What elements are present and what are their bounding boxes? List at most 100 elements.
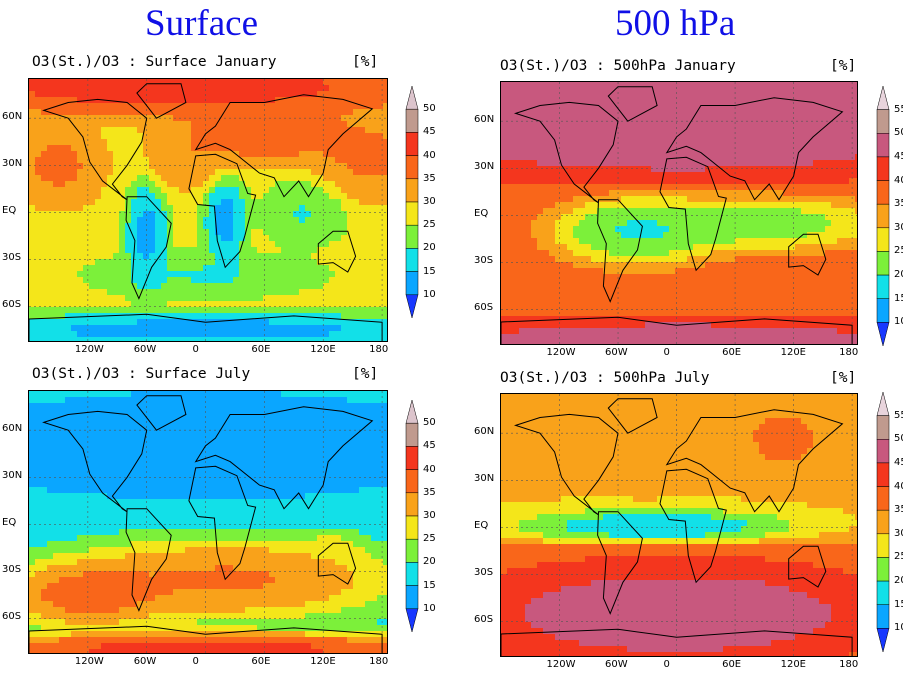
colorbar-label: 25 [423, 219, 436, 231]
y-tick-label: 30N [474, 161, 495, 173]
colorbar-segment [876, 86, 890, 110]
coastline [501, 628, 853, 656]
colorbar-label: 10 [423, 288, 436, 300]
y-tick-label: 30N [2, 158, 23, 170]
colorbar-label: 45 [894, 150, 903, 162]
coastline [513, 413, 619, 516]
colorbar-label: 25 [423, 533, 436, 545]
map-area [28, 390, 388, 654]
coastline [188, 465, 257, 581]
colorbar-segment [405, 294, 419, 319]
y-tick-label: EQ [2, 205, 17, 217]
panel-unit: [%] [830, 58, 857, 74]
colorbar-segment [876, 251, 890, 276]
panel-title: O3(St.)/O3 : Surface January [32, 54, 277, 70]
colorbar-label: 30 [423, 510, 436, 521]
colorbar-label: 15 [894, 598, 903, 610]
colorbar-label: 35 [894, 504, 903, 516]
x-tick-label: 60E [251, 656, 271, 667]
colorbar-segment [876, 298, 890, 323]
colorbar-label: 50 [894, 433, 903, 445]
colorbar-label: 20 [423, 242, 436, 254]
panel-unit: [%] [830, 370, 857, 386]
colorbar-label: 50 [894, 127, 903, 139]
x-tick-label: 60E [722, 659, 742, 670]
x-tick-label: 60E [722, 347, 742, 358]
colorbar-segment [405, 538, 419, 563]
heading-500hpa: 500 hPa [615, 3, 736, 44]
colorbar-segment [876, 604, 890, 629]
coastline [317, 542, 357, 585]
colorbar-label: 20 [894, 575, 903, 587]
x-tick-label: 120W [546, 659, 576, 670]
coastline [136, 83, 187, 119]
colorbar-segment [876, 133, 890, 158]
colorbar-label: 40 [423, 463, 436, 475]
coastline [659, 156, 727, 272]
coastline [136, 395, 187, 431]
coastline [501, 316, 853, 344]
colorbar-segment [876, 322, 890, 347]
map-area [28, 78, 388, 342]
map-area [500, 393, 858, 657]
colorbar [405, 86, 419, 319]
coastline [29, 313, 383, 341]
panel-title: O3(St.)/O3 : Surface July [32, 366, 251, 382]
y-tick-label: 60N [2, 423, 23, 435]
x-tick-label: 120E [780, 659, 806, 670]
x-tick-label: 60E [251, 344, 271, 355]
colorbar-label: 35 [894, 198, 903, 210]
colorbar-label: 35 [423, 172, 436, 184]
colorbar-label: 25 [894, 551, 903, 563]
y-tick-label: 60N [474, 426, 495, 438]
colorbar-segment [405, 224, 419, 249]
colorbar-segment [405, 492, 419, 517]
colorbar-label: 15 [423, 579, 436, 591]
colorbar-segment [876, 628, 890, 653]
colorbar-segment [405, 446, 419, 470]
coastline [607, 398, 658, 434]
heading-surface: Surface [145, 3, 258, 44]
coastline [317, 230, 357, 273]
x-tick-label: 120E [310, 656, 336, 667]
colorbar-segment [876, 156, 890, 181]
colorbar-segment [876, 180, 890, 205]
x-tick-label: 180 [839, 659, 859, 670]
x-tick-label: 120W [546, 347, 576, 358]
coastline [665, 97, 844, 201]
colorbar-label: 40 [894, 174, 903, 186]
x-tick-label: 0 [192, 656, 199, 667]
x-tick-label: 120E [780, 347, 806, 358]
colorbar-segment [876, 509, 890, 535]
coastline [597, 199, 643, 303]
colorbar-segment [405, 469, 419, 494]
coastline [665, 409, 844, 513]
coastline [194, 94, 374, 198]
coastline [607, 86, 658, 122]
y-tick-label: 60S [2, 611, 22, 623]
colorbar-segment [876, 203, 890, 229]
colorbar-segment [405, 108, 419, 133]
colorbar [405, 400, 419, 633]
y-tick-label: 30N [2, 470, 23, 482]
x-tick-label: 60W [605, 659, 628, 670]
coastline [29, 625, 383, 653]
y-tick-label: 30S [474, 567, 494, 579]
coastline [788, 233, 827, 276]
y-tick-label: 60S [474, 614, 494, 626]
coastline [513, 101, 619, 204]
colorbar-label: 20 [894, 269, 903, 281]
coastline [125, 508, 172, 612]
colorbar-segment [876, 462, 890, 487]
panel-title: O3(St.)/O3 : 500hPa July [500, 370, 710, 386]
colorbar-segment [405, 562, 419, 586]
map-area [500, 81, 858, 345]
panel-title: O3(St.)/O3 : 500hPa January [500, 58, 736, 74]
y-tick-label: 60S [2, 299, 22, 311]
colorbar-segment [876, 227, 890, 252]
colorbar [876, 86, 890, 347]
x-tick-label: 180 [839, 347, 859, 358]
y-tick-label: 60S [474, 302, 494, 314]
colorbar-segment [405, 608, 419, 633]
panel-unit: [%] [352, 54, 379, 70]
